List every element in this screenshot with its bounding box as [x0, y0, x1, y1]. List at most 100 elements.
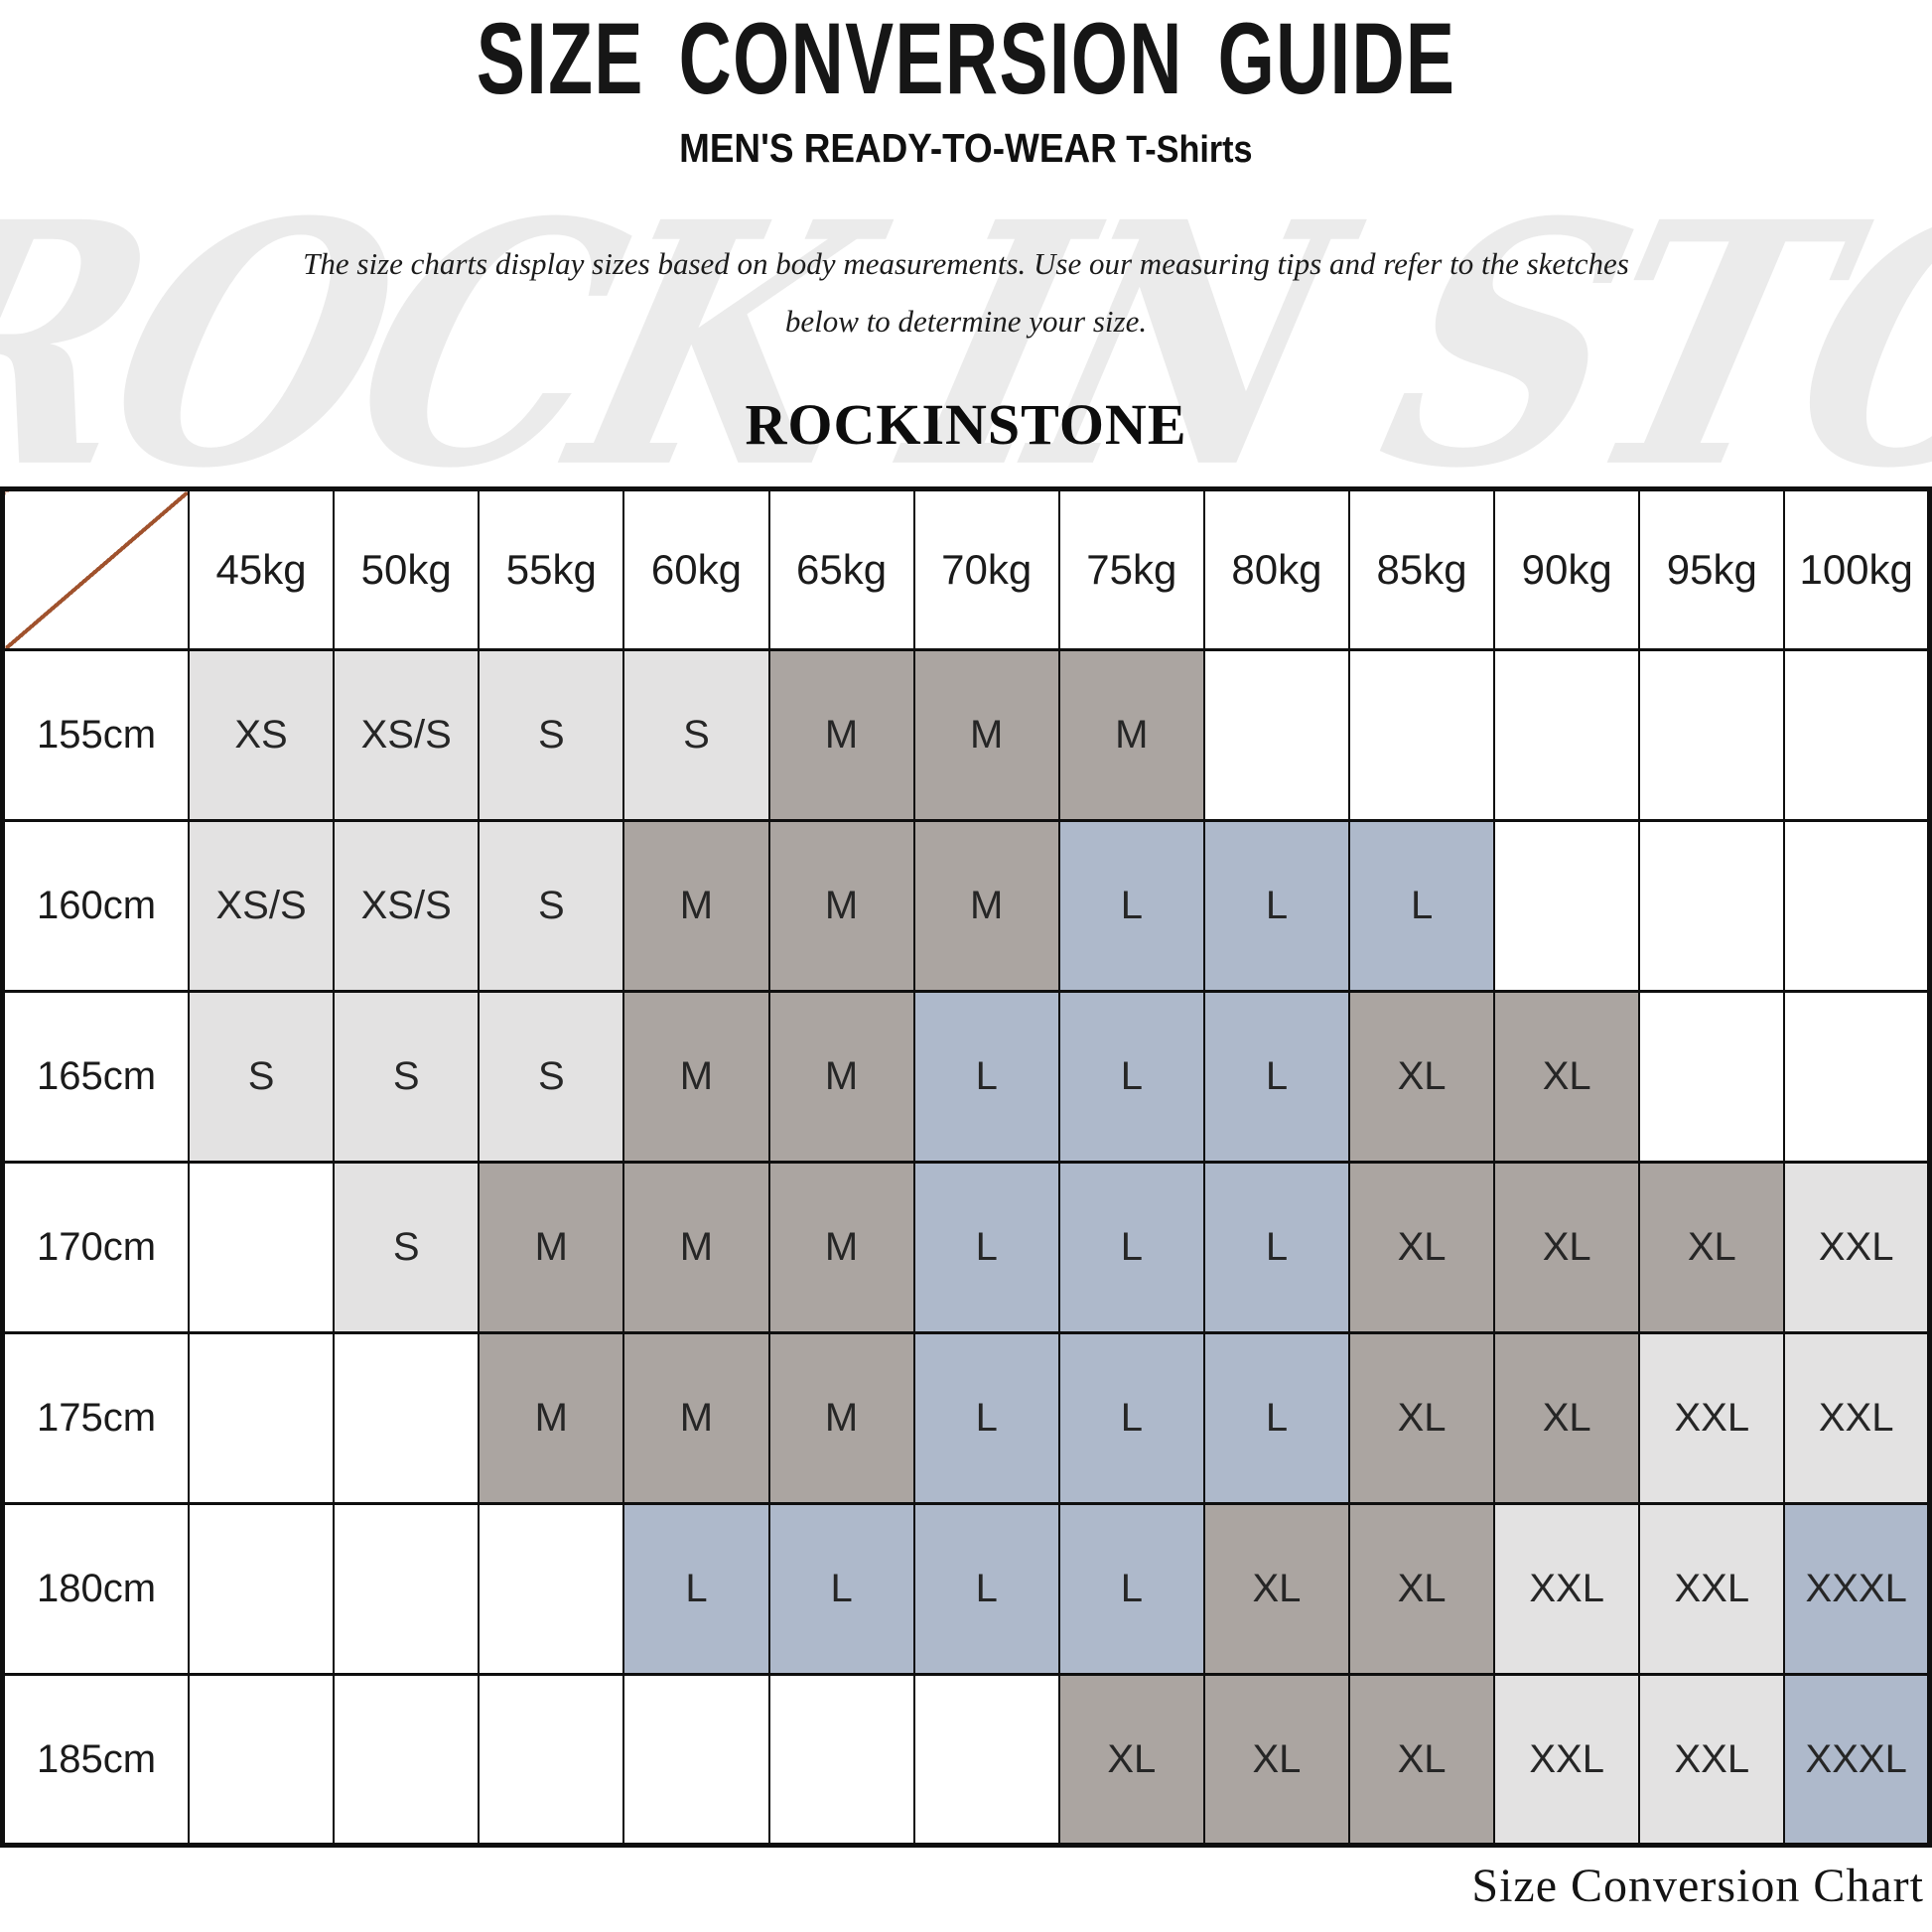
size-cell: L — [767, 1502, 915, 1676]
size-cell: XXL — [1493, 1673, 1641, 1847]
height-row-label: 160cm — [1, 819, 190, 993]
size-cell — [1638, 648, 1786, 822]
weight-column-header: 85kg — [1347, 487, 1496, 651]
size-cell: M — [478, 1161, 625, 1334]
weight-column-header: 70kg — [912, 487, 1060, 651]
size-cell: S — [333, 990, 481, 1164]
size-cell: M — [622, 819, 770, 993]
size-cell: XL — [1493, 1331, 1641, 1505]
size-cell: S — [478, 990, 625, 1164]
size-cell — [187, 1502, 336, 1676]
size-cell: L — [1057, 819, 1205, 993]
size-cell: M — [767, 1161, 915, 1334]
height-row-label: 170cm — [1, 1161, 190, 1334]
size-cell: XL — [1347, 1673, 1496, 1847]
size-cell — [333, 1673, 481, 1847]
size-cell — [187, 1331, 336, 1505]
page-title: SIZE CONVERSION GUIDE — [0, 2, 1932, 115]
weight-column-header: 45kg — [187, 487, 336, 651]
weight-column-header: 90kg — [1493, 487, 1641, 651]
size-cell: XS — [187, 648, 336, 822]
size-cell: M — [767, 819, 915, 993]
size-cell — [478, 1673, 625, 1847]
table-row: 170cm S M M M L L L XL XL XL XXL — [1, 1161, 1931, 1334]
size-cell: L — [1057, 1331, 1205, 1505]
size-cell — [912, 1673, 1060, 1847]
table-row: 165cm S S S M M L L L XL XL — [1, 990, 1931, 1164]
size-cell: L — [1347, 819, 1496, 993]
subtitle-category: MEN'S READY-TO-WEAR — [679, 125, 1117, 171]
size-cell: M — [767, 990, 915, 1164]
size-cell — [1347, 648, 1496, 822]
weight-column-header: 80kg — [1202, 487, 1351, 651]
footer-caption: Size Conversion Chart — [1471, 1860, 1924, 1912]
size-cell: M — [622, 1331, 770, 1505]
size-cell: M — [767, 1331, 915, 1505]
size-cell: L — [1057, 1502, 1205, 1676]
size-cell: XXL — [1638, 1673, 1786, 1847]
size-cell: XXXL — [1783, 1502, 1931, 1676]
size-cell: XL — [1347, 1502, 1496, 1676]
size-cell: XL — [1202, 1673, 1351, 1847]
size-cell: M — [767, 648, 915, 822]
weight-column-header: 50kg — [333, 487, 481, 651]
size-cell: L — [1202, 1161, 1351, 1334]
size-cell: M — [912, 648, 1060, 822]
size-cell — [622, 1673, 770, 1847]
size-cell: XL — [1202, 1502, 1351, 1676]
size-cell — [1638, 819, 1786, 993]
weight-column-header: 100kg — [1783, 487, 1931, 651]
size-cell — [333, 1502, 481, 1676]
height-row-label: 175cm — [1, 1331, 190, 1505]
size-cell: XS/S — [333, 819, 481, 993]
diagonal-corner-cell — [1, 487, 190, 651]
size-cell — [1783, 819, 1931, 993]
size-cell — [478, 1502, 625, 1676]
size-cell — [1783, 990, 1931, 1164]
weight-column-header: 95kg — [1638, 487, 1786, 651]
description-line-2: below to determine your size. — [784, 304, 1148, 339]
size-cell: XXL — [1493, 1502, 1641, 1676]
table-row: 155cm XS XS/S S S M M M — [1, 648, 1931, 822]
table-row: 175cm M M M L L L XL XL XXL XXL — [1, 1331, 1931, 1505]
brand-name: ROCKINSTONE — [745, 392, 1187, 457]
size-cell: M — [478, 1331, 625, 1505]
size-cell: XL — [1638, 1161, 1786, 1334]
size-cell — [187, 1161, 336, 1334]
size-cell: L — [912, 1502, 1060, 1676]
size-cell: XXXL — [1783, 1673, 1931, 1847]
page-title-text: SIZE CONVERSION GUIDE — [476, 2, 1456, 115]
table-row: 185cm XL XL XL XXL XXL XXXL — [1, 1673, 1931, 1847]
size-cell: M — [622, 1161, 770, 1334]
brand-watermark: ROCK IN STONE — [0, 149, 1932, 542]
size-cell: XXL — [1783, 1161, 1931, 1334]
size-cell — [1783, 648, 1931, 822]
weight-column-header: 65kg — [767, 487, 915, 651]
size-cell: XS/S — [187, 819, 336, 993]
size-cell: XL — [1057, 1673, 1205, 1847]
size-cell: M — [1057, 648, 1205, 822]
weight-column-header: 60kg — [622, 487, 770, 651]
height-row-label: 155cm — [1, 648, 190, 822]
size-conversion-table: 45kg 50kg 55kg 60kg 65kg 70kg 75kg 80kg 85kg 90kg… — [0, 486, 1932, 1848]
size-cell: S — [622, 648, 770, 822]
size-cell: S — [333, 1161, 481, 1334]
size-cell: XS/S — [333, 648, 481, 822]
size-cell: XXL — [1638, 1331, 1786, 1505]
table-row: 180cm L L L L XL XL XXL XXL XXXL — [1, 1502, 1931, 1676]
size-cell — [1493, 648, 1641, 822]
size-cell: L — [1057, 1161, 1205, 1334]
size-cell: XL — [1493, 990, 1641, 1164]
size-conversion-table-wrap: 45kg 50kg 55kg 60kg 65kg 70kg 75kg 80kg 85kg 90kg… — [0, 486, 1932, 1848]
size-cell — [767, 1673, 915, 1847]
size-cell — [1638, 990, 1786, 1164]
size-cell: XL — [1347, 1331, 1496, 1505]
size-cell: M — [912, 819, 1060, 993]
height-row-label: 185cm — [1, 1673, 190, 1847]
size-cell: XXL — [1783, 1331, 1931, 1505]
size-cell — [333, 1331, 481, 1505]
size-cell: L — [1202, 990, 1351, 1164]
size-cell: L — [912, 1161, 1060, 1334]
size-cell: L — [1057, 990, 1205, 1164]
size-cell: S — [478, 648, 625, 822]
